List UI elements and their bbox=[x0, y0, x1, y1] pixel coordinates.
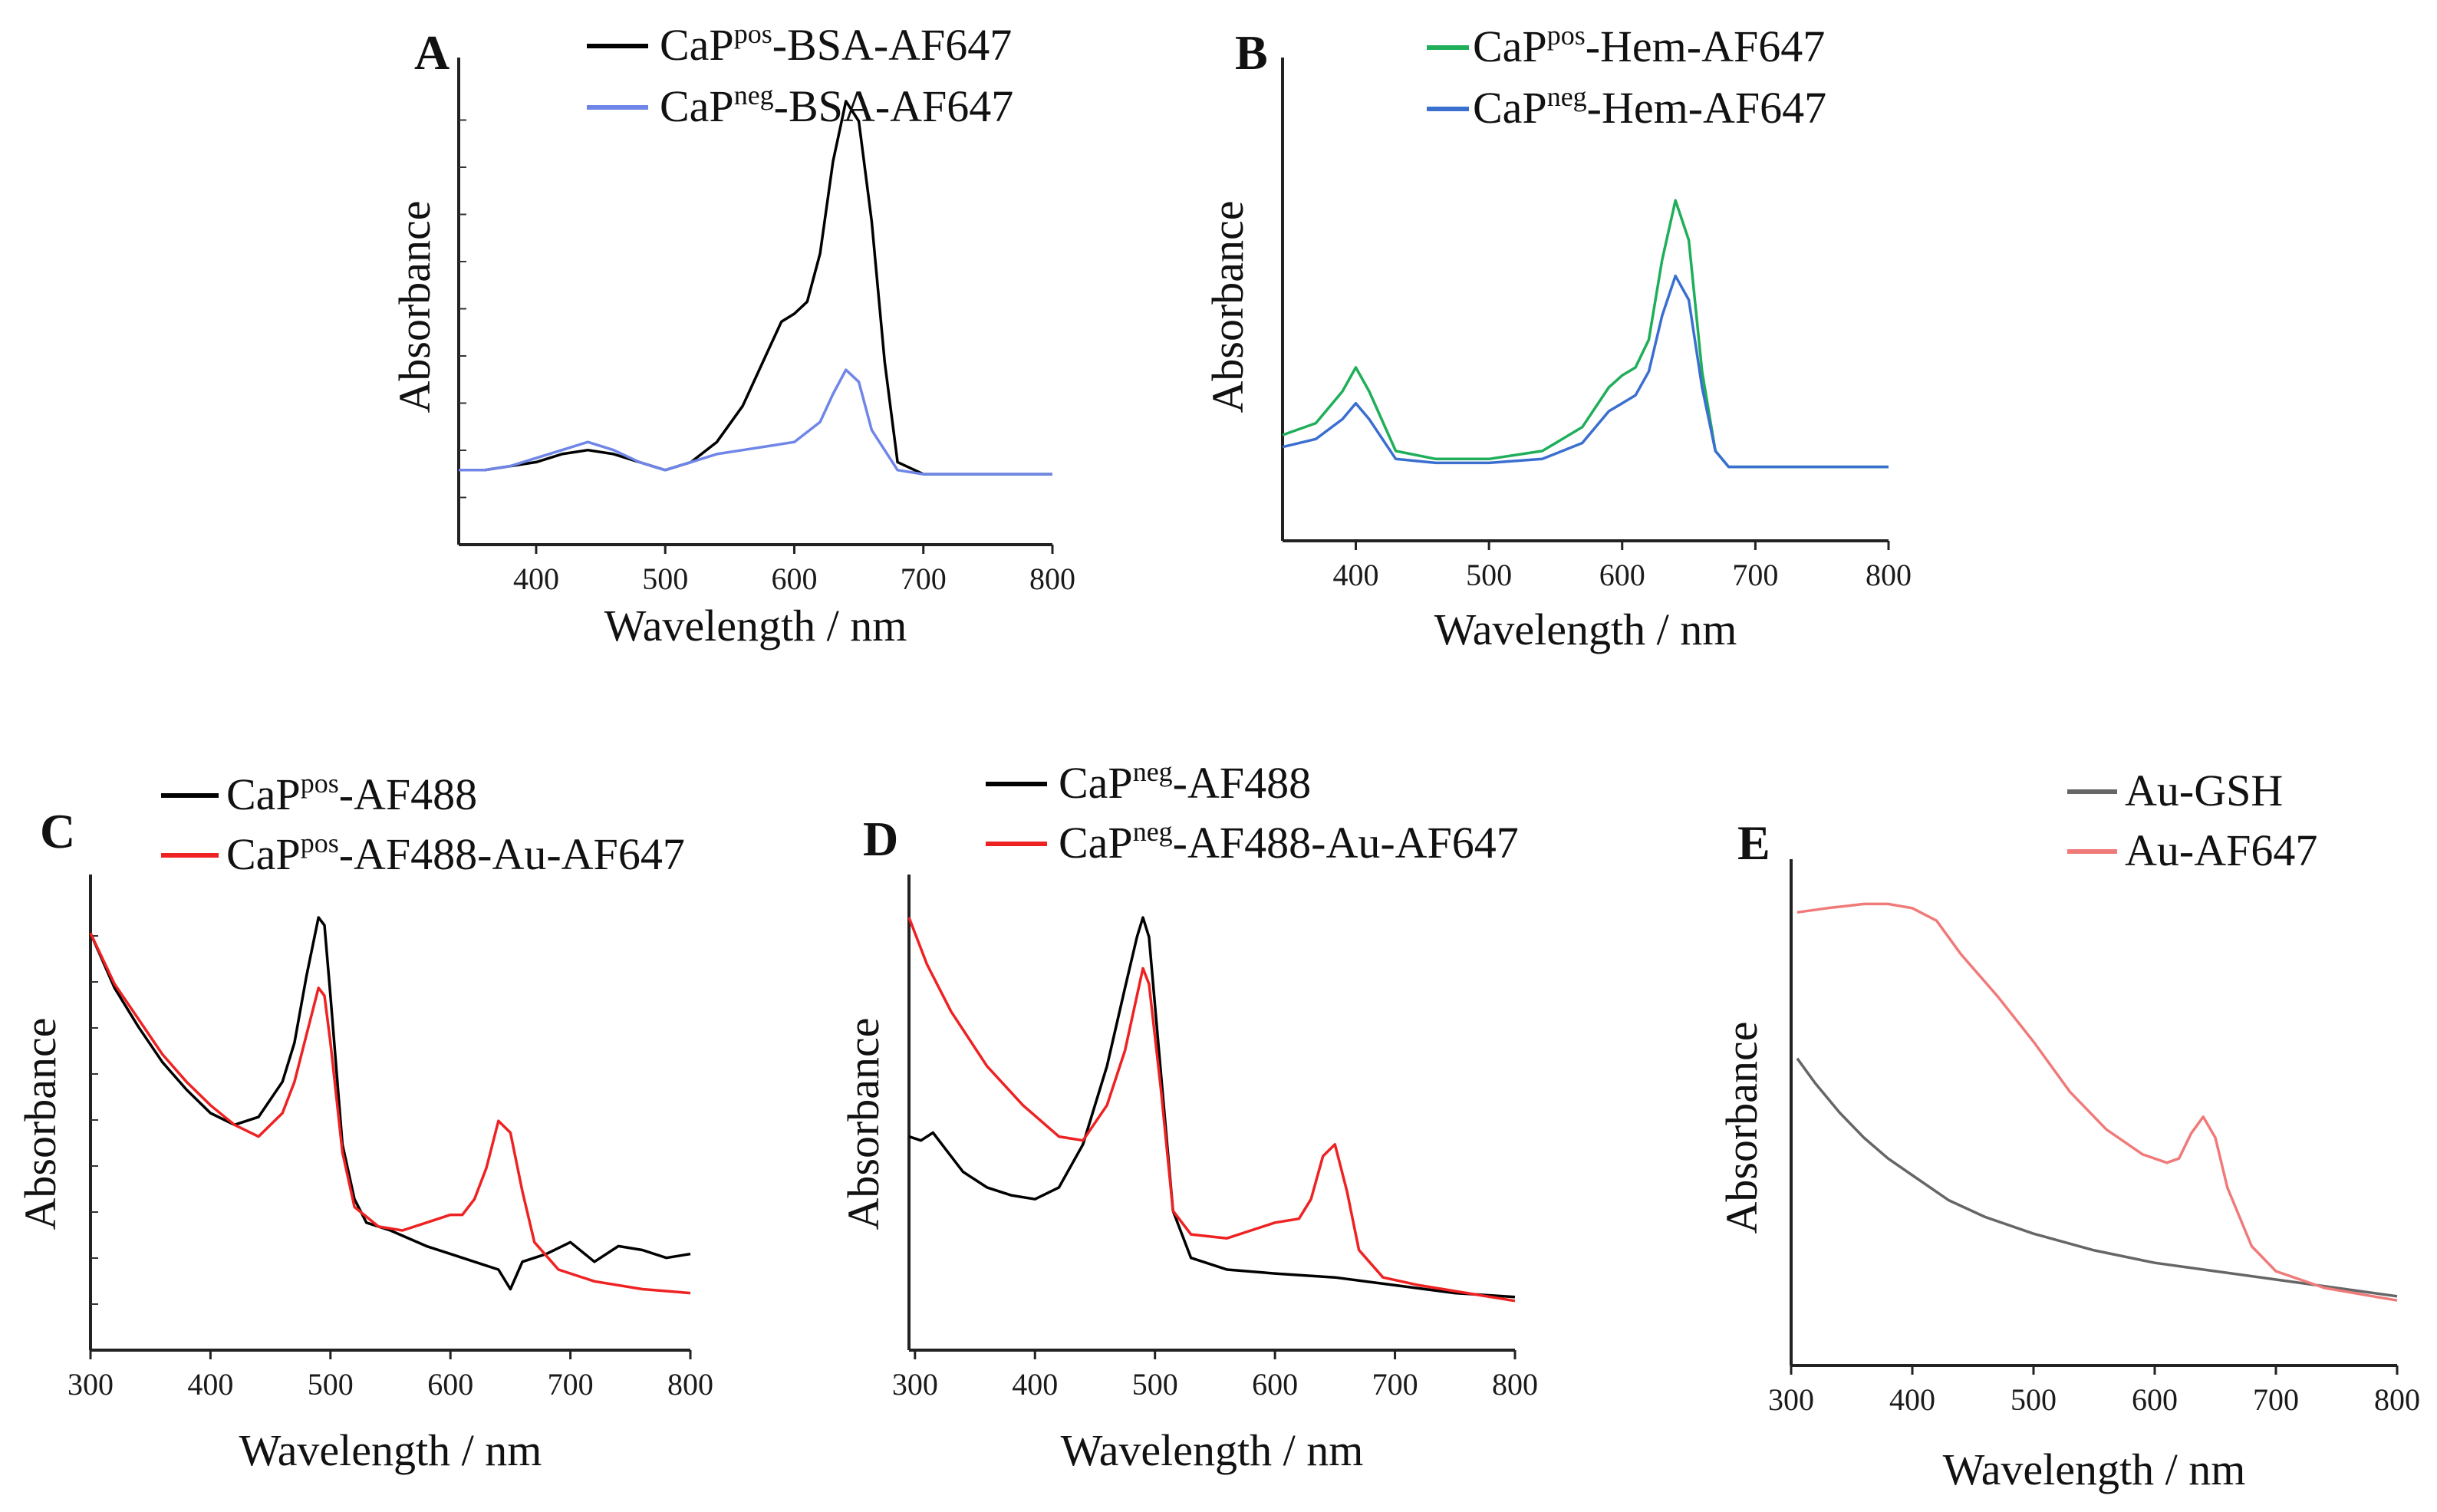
series-line-2 bbox=[459, 368, 1052, 476]
panel-e: 300 400 500 600 700 800 Wavelength / nm Absorba… bbox=[1717, 766, 2420, 1494]
legend-superscript: neg bbox=[1133, 756, 1173, 787]
legend-base: Au-GSH bbox=[2125, 766, 2283, 815]
x-tick-label: 700 bbox=[1372, 1367, 1418, 1402]
panel-letter: C bbox=[40, 804, 75, 858]
legend-base: CaP bbox=[226, 769, 301, 819]
x-axis-title: Wavelength / nm bbox=[604, 601, 907, 651]
panel-letter: B bbox=[1235, 25, 1268, 80]
x-tick-label: 300 bbox=[68, 1367, 114, 1402]
x-tick-label: 600 bbox=[771, 562, 817, 596]
x-tick-label: 800 bbox=[2374, 1382, 2420, 1417]
x-axis-title: Wavelength / nm bbox=[1943, 1444, 2246, 1494]
x-tick-label: 700 bbox=[548, 1367, 594, 1402]
panel-d: 300 400 500 600 700 800 Wavelength / nm Absorba… bbox=[838, 756, 1538, 1475]
series-line-1 bbox=[89, 916, 691, 1291]
series-line-2 bbox=[1796, 902, 2398, 1302]
x-tick-label: 500 bbox=[642, 562, 688, 596]
x-tick-label: 500 bbox=[308, 1367, 354, 1402]
series-line-1 bbox=[908, 916, 1516, 1299]
legend-superscript: neg bbox=[734, 80, 774, 110]
legend-entry: CaPpos-Hem-AF647 bbox=[1473, 20, 1825, 71]
panel-b: 400 500 600 700 800 Wavelength / nm Absorbance… bbox=[1203, 20, 1912, 654]
x-tick-label: 600 bbox=[427, 1367, 473, 1402]
legend-entry: CaPpos-BSA-AF647 bbox=[660, 18, 1012, 70]
x-tick-label: 300 bbox=[892, 1367, 938, 1402]
legend-entry: CaPneg-Hem-AF647 bbox=[1473, 81, 1826, 133]
legend-base: CaP bbox=[660, 20, 734, 70]
legend-rest: -BSA-AF647 bbox=[772, 20, 1013, 70]
legend-superscript: neg bbox=[1133, 816, 1173, 847]
series-line-2 bbox=[89, 932, 691, 1295]
series-line-2 bbox=[1282, 274, 1889, 469]
x-tick-label: 400 bbox=[1889, 1382, 1935, 1417]
legend-base: CaP bbox=[660, 81, 734, 131]
legend-rest: -AF488-Au-AF647 bbox=[339, 829, 685, 879]
x-tick-label: 400 bbox=[513, 562, 559, 596]
legend-rest: -Hem-AF647 bbox=[1587, 83, 1827, 133]
x-tick-label: 800 bbox=[1029, 562, 1075, 596]
series-line-2 bbox=[907, 917, 1516, 1303]
panel-letter: D bbox=[863, 812, 898, 866]
x-tick-label: 700 bbox=[901, 562, 947, 596]
x-tick-label: 400 bbox=[187, 1367, 233, 1402]
legend-rest: -AF488 bbox=[1173, 758, 1311, 808]
legend-superscript: pos bbox=[734, 18, 772, 49]
legend-entry: CaPpos-AF488-Au-AF647 bbox=[226, 828, 685, 879]
legend-rest: -AF488 bbox=[339, 769, 477, 819]
panel-c: 300 400 500 600 700 800 Wavelength / nm Absorba… bbox=[15, 768, 713, 1475]
y-axis-title: Absorbance bbox=[390, 200, 440, 413]
x-tick-label: 600 bbox=[2132, 1382, 2178, 1417]
x-tick-label: 400 bbox=[1332, 558, 1378, 592]
legend-base: Au-AF647 bbox=[2125, 825, 2317, 875]
legend-entry: CaPpos-AF488 bbox=[226, 768, 477, 819]
legend-rest: -AF488-Au-AF647 bbox=[1173, 818, 1519, 868]
x-axis-title: Wavelength / nm bbox=[239, 1425, 542, 1475]
x-tick-label: 500 bbox=[1132, 1367, 1178, 1402]
legend-superscript: pos bbox=[301, 768, 339, 799]
legend-entry: CaPneg-BSA-AF647 bbox=[660, 80, 1013, 131]
legend-rest: -BSA-AF647 bbox=[774, 81, 1014, 131]
x-tick-label: 600 bbox=[1599, 558, 1645, 592]
legend-superscript: pos bbox=[301, 828, 339, 858]
x-tick-label: 700 bbox=[2253, 1382, 2299, 1417]
x-tick-label: 400 bbox=[1012, 1367, 1058, 1402]
legend-base: CaP bbox=[1473, 21, 1547, 71]
x-axis-title: Wavelength / nm bbox=[1434, 604, 1737, 654]
legend-superscript: neg bbox=[1547, 81, 1587, 112]
x-tick-label: 500 bbox=[2011, 1382, 2057, 1417]
y-axis-title: Absorbance bbox=[1717, 1021, 1767, 1234]
x-tick-label: 700 bbox=[1732, 558, 1778, 592]
legend-entry: Au-AF647 bbox=[2125, 825, 2317, 875]
legend-rest: -Hem-AF647 bbox=[1586, 21, 1826, 71]
x-tick-label: 300 bbox=[1768, 1382, 1814, 1417]
x-axis-title: Wavelength / nm bbox=[1061, 1425, 1364, 1475]
legend-base: CaP bbox=[1059, 818, 1133, 868]
series-line-1 bbox=[459, 100, 1052, 476]
legend-entry: CaPneg-AF488 bbox=[1059, 756, 1311, 808]
panel-a: 400 500 600 700 800 Wavelength / nm Absorbance… bbox=[390, 18, 1075, 651]
x-tick-label: 800 bbox=[667, 1367, 713, 1402]
x-tick-label: 800 bbox=[1492, 1367, 1538, 1402]
x-tick-label: 600 bbox=[1252, 1367, 1298, 1402]
y-axis-title: Absorbance bbox=[838, 1017, 888, 1230]
legend-entry: Au-GSH bbox=[2125, 766, 2283, 815]
panel-letter: A bbox=[414, 25, 450, 80]
y-axis-title: Absorbance bbox=[1203, 200, 1253, 413]
legend-base: CaP bbox=[1473, 83, 1547, 133]
legend-base: CaP bbox=[1059, 758, 1133, 808]
legend-entry: CaPneg-AF488-Au-AF647 bbox=[1059, 816, 1519, 868]
x-tick-label: 800 bbox=[1866, 558, 1912, 592]
series-line-1 bbox=[1796, 1057, 2398, 1298]
y-axis-title: Absorbance bbox=[15, 1017, 65, 1230]
legend-superscript: pos bbox=[1547, 20, 1586, 51]
legend-base: CaP bbox=[226, 829, 301, 879]
x-tick-label: 500 bbox=[1466, 558, 1512, 592]
panel-letter: E bbox=[1737, 815, 1770, 870]
